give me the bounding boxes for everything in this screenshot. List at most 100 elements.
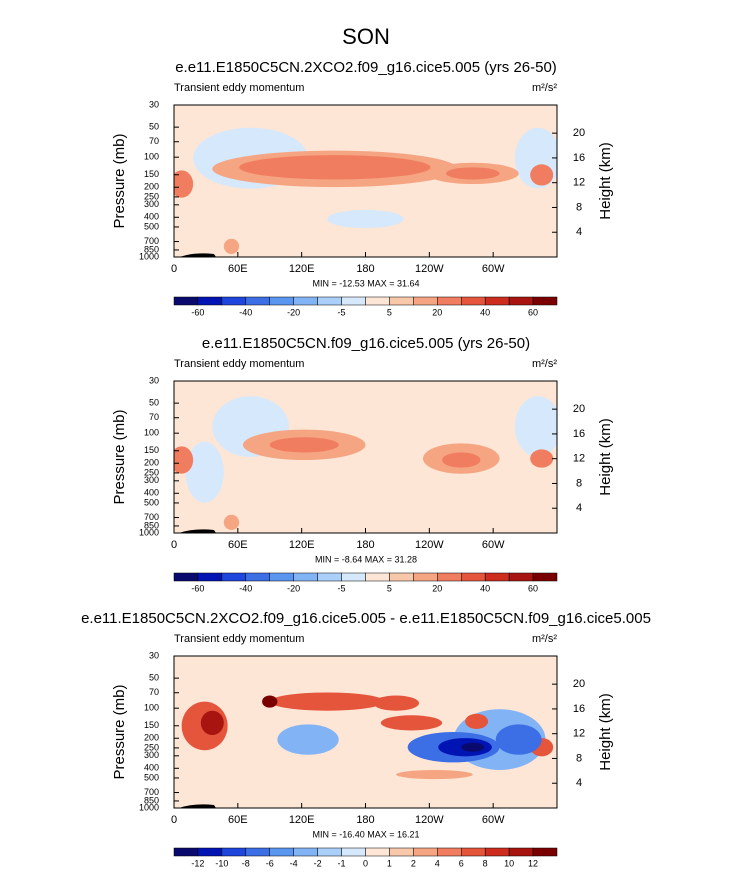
- y2-tick-label: 8: [576, 477, 582, 489]
- contour-fill: [396, 770, 473, 780]
- colorbar-label: 20: [432, 307, 442, 317]
- y-tick-label: 50: [149, 398, 159, 408]
- y2-tick-label: 8: [576, 201, 582, 213]
- contour-fill: [461, 742, 485, 752]
- colorbar-box: [221, 847, 247, 857]
- colorbar-label: 60: [528, 307, 538, 317]
- y2-tick-label: 16: [573, 152, 585, 164]
- colorbar-label: 40: [480, 583, 490, 593]
- colorbar-label: 2: [411, 858, 416, 868]
- contour-fill: [373, 695, 420, 711]
- colorbar-box: [461, 296, 486, 306]
- y-tick-label: 300: [144, 475, 159, 485]
- colorbar-box: [413, 847, 438, 857]
- colorbar-box: [341, 296, 366, 306]
- colorbar-box: [269, 296, 294, 306]
- colorbar-box: [413, 572, 438, 582]
- panel-title: e.e11.E1850C5CN.f09_g16.cice5.005 (yrs 2…: [202, 335, 530, 352]
- y-tick-label: 500: [144, 772, 159, 782]
- contour-fill: [465, 713, 489, 729]
- colorbar-label: 40: [480, 307, 490, 317]
- colorbar-box: [365, 847, 390, 857]
- contour-fill: [174, 656, 557, 808]
- y2-tick-label: 4: [576, 777, 582, 789]
- stats: MIN = -8.64 MAX = 31.28: [315, 554, 417, 564]
- y-tick-label: 30: [149, 99, 159, 109]
- contour-field: [174, 381, 557, 533]
- colorbar-box: [461, 572, 486, 582]
- colorbar-box: [532, 572, 558, 582]
- contour-fill: [223, 514, 240, 530]
- y-tick-label: 400: [144, 488, 159, 498]
- colorbar-box: [293, 847, 318, 857]
- x-tick-label: 180: [356, 814, 374, 826]
- colorbar-box: [484, 572, 510, 582]
- contour-fill: [262, 695, 278, 708]
- colorbar-box: [197, 296, 223, 306]
- colorbar-label: 6: [459, 858, 464, 868]
- colorbar-label: -60: [191, 583, 204, 593]
- x-tick-label: 120W: [415, 814, 444, 826]
- y-axis-label: Pressure (mb): [111, 684, 128, 779]
- contour-fill: [200, 710, 224, 736]
- colorbar-box: [413, 296, 438, 306]
- colorbar-box: [484, 847, 510, 857]
- y-tick-label: 70: [149, 136, 159, 146]
- colorbar-box: [197, 572, 223, 582]
- panel-title: e.e11.E1850C5CN.2XCO2.f09_g16.cice5.005 …: [81, 610, 651, 627]
- y2-tick-label: 20: [573, 403, 585, 415]
- y-tick-label: 400: [144, 763, 159, 773]
- colorbar-box: [245, 296, 270, 306]
- colorbar-box: [245, 847, 270, 857]
- colorbar-label: -1: [338, 858, 346, 868]
- colorbar-label: 4: [435, 858, 440, 868]
- units: m²/s²: [532, 358, 557, 370]
- y-axis-label: Pressure (mb): [111, 409, 128, 504]
- colorbar-box: [197, 847, 223, 857]
- y2-tick-label: 12: [573, 177, 585, 189]
- y-tick-label: 700: [144, 236, 159, 246]
- y-tick-label: 250: [144, 467, 159, 477]
- colorbar-label: 1: [387, 858, 392, 868]
- y-tick-label: 150: [144, 445, 159, 455]
- colorbar-box: [221, 296, 247, 306]
- y2-tick-label: 4: [576, 226, 582, 238]
- colorbar-box: [293, 296, 318, 306]
- colorbar-label: 5: [387, 583, 392, 593]
- colorbar-box: [389, 847, 414, 857]
- stats: MIN = -12.53 MAX = 31.64: [312, 278, 419, 288]
- colorbar-box: [532, 296, 558, 306]
- y-tick-label: 250: [144, 742, 159, 752]
- colorbar-box: [484, 296, 510, 306]
- y-tick-label: 700: [144, 512, 159, 522]
- x-tick-label: 120E: [289, 539, 315, 551]
- colorbar-label: -60: [191, 307, 204, 317]
- y-tick-label: 1000: [139, 251, 159, 261]
- contour-fill: [223, 238, 240, 254]
- y-tick-label: 50: [149, 122, 159, 132]
- colorbar-box: [365, 572, 390, 582]
- y2-tick-label: 12: [573, 728, 585, 740]
- colorbar-box: [508, 296, 534, 306]
- colorbar-box: [341, 572, 366, 582]
- colorbar-label: 12: [528, 858, 538, 868]
- y2-axis-label: Height (km): [597, 418, 614, 496]
- colorbar-label: -5: [338, 583, 346, 593]
- colorbar-label: -5: [338, 307, 346, 317]
- contour-fill: [530, 164, 554, 186]
- contour-field: [174, 656, 557, 808]
- y2-tick-label: 16: [573, 703, 585, 715]
- y-tick-label: 850: [144, 795, 159, 805]
- colorbar-label: -2: [314, 858, 322, 868]
- contour-fill: [514, 396, 557, 457]
- contour-fill: [185, 441, 224, 503]
- contour-fill: [277, 724, 339, 755]
- y2-tick-label: 20: [573, 678, 585, 690]
- contour-fill: [445, 167, 500, 180]
- colorbar-box: [508, 847, 534, 857]
- colorbar-label: 5: [387, 307, 392, 317]
- y-tick-label: 500: [144, 221, 159, 231]
- x-tick-label: 0: [171, 814, 177, 826]
- colorbar-label: -10: [215, 858, 228, 868]
